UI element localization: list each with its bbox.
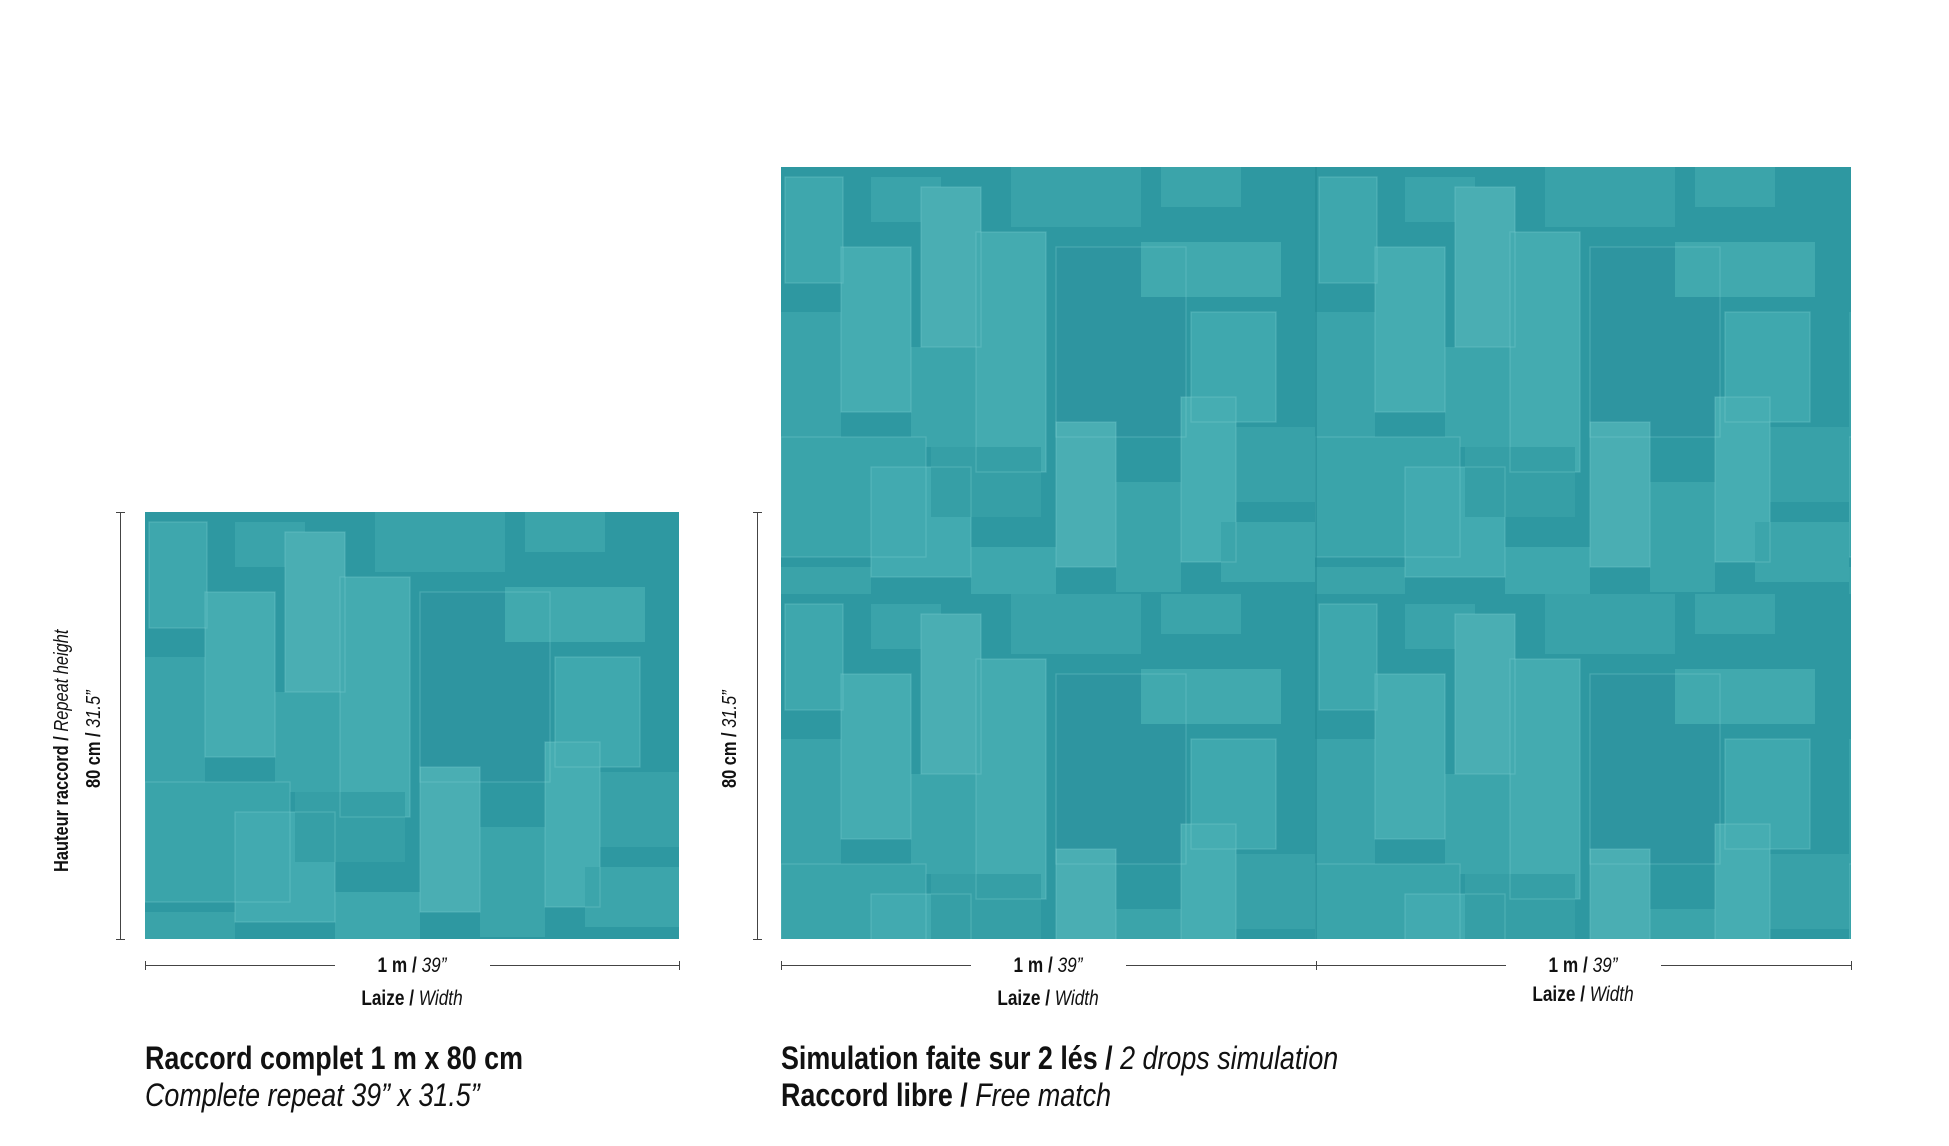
simulation-height-tick-top (753, 512, 762, 513)
repeat-height-tick-top (116, 512, 125, 513)
repeat-caption-line2: Complete repeat 39” x 31.5” (145, 1077, 480, 1113)
simulation-height-tick-bottom (753, 939, 762, 940)
drop-width-tick-left (781, 961, 782, 970)
repeat-height-tick-bottom (116, 939, 125, 940)
repeat-width-en: Width (418, 987, 463, 1010)
repeat-swatch (145, 512, 679, 939)
repeat-height-label: Hauteur raccord / Repeat height (50, 630, 75, 872)
repeat-width-value: 1 m / 39” (330, 953, 494, 979)
drop1-width-line-right (1126, 965, 1316, 966)
simulation-caption-line2: Raccord libre / Free match (781, 1077, 1112, 1113)
simulation-swatch (781, 167, 1851, 939)
repeat-width-imperial: 39” (421, 954, 447, 977)
simulation-height-value: 80 cm / 31.5” (718, 690, 743, 788)
repeat-caption-line1: Raccord complet 1 m x 80 cm (145, 1040, 523, 1076)
repeat-width-metric: 1 m / (377, 954, 417, 977)
repeat-height-fr: Hauteur raccord / (51, 736, 73, 872)
simulation-caption-line1: Simulation faite sur 2 lés / 2 drops sim… (781, 1040, 1339, 1076)
repeat-height-en: Repeat height (51, 629, 73, 732)
simulation-height-line (757, 512, 758, 939)
drop2-width-line-right (1661, 965, 1851, 966)
repeat-height-metric: 80 cm / (83, 732, 105, 788)
drop2-width-label: Laize / Width (1532, 983, 1634, 1006)
repeat-width-fr: Laize / (361, 987, 414, 1010)
drop1-width-line-left (781, 965, 971, 966)
drop2-width-value: 1 m / 39” (1548, 954, 1618, 977)
repeat-height-imperial: 31.5” (83, 690, 105, 728)
drop2-width-line-left (1316, 965, 1506, 966)
repeat-width-line-left (145, 965, 335, 966)
drop1-width-label: Laize / Width (997, 987, 1099, 1010)
simulation-height-imperial: 31.5” (719, 690, 741, 728)
repeat-height-value: 80 cm / 31.5” (82, 690, 107, 788)
repeat-width-tick-right (679, 961, 680, 970)
repeat-width-tick-left (145, 961, 146, 970)
drop-width-tick-middle (1316, 961, 1317, 970)
repeat-width-line-right (490, 965, 679, 966)
repeat-width-label: Laize / Width (330, 986, 494, 1012)
drop-width-tick-right (1851, 961, 1852, 970)
simulation-height-metric: 80 cm / (719, 732, 741, 788)
repeat-height-line (120, 512, 121, 939)
drop1-width-value: 1 m / 39” (1013, 954, 1083, 977)
